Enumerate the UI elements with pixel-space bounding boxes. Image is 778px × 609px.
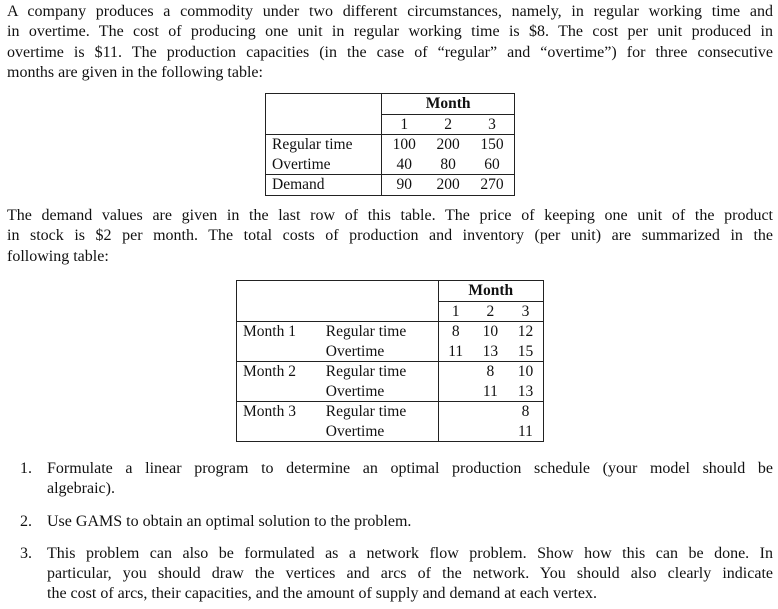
- cell: [438, 381, 473, 402]
- cell: 40: [381, 154, 427, 175]
- row-label: Regular time: [319, 401, 439, 422]
- cell: 60: [470, 154, 515, 175]
- cell: 13: [472, 341, 508, 362]
- row-label: Overtime: [265, 154, 383, 175]
- cell: [473, 422, 508, 442]
- cell: [438, 422, 473, 442]
- group-label: Month 3: [243, 403, 296, 420]
- question-number: 1.: [20, 460, 32, 477]
- cell: [438, 402, 473, 422]
- month-col: 2: [426, 114, 471, 135]
- group-label: Month 1: [243, 323, 296, 340]
- month-header: Month: [438, 280, 544, 302]
- cell: 80: [426, 154, 471, 175]
- cell: 8: [521, 403, 530, 420]
- cell: 10: [517, 363, 534, 380]
- cell: 90: [396, 176, 412, 193]
- question-list: 1. Formulate a linear program to determi…: [20, 459, 773, 605]
- cell: 11: [517, 422, 533, 440]
- table-row: Month 3 Regular time 8: [237, 401, 544, 422]
- text-line: overtime is $11. The production capaciti…: [7, 43, 773, 61]
- question-number: 2.: [20, 512, 32, 530]
- month-col: 1: [381, 114, 427, 135]
- table-row: Month 1 Regular time 8 10 12: [237, 321, 544, 342]
- row-label: Regular time: [265, 134, 383, 155]
- row-label: Demand: [265, 174, 383, 195]
- cell: 200: [436, 136, 460, 153]
- row-label: Overtime: [319, 421, 439, 442]
- month-header: Month: [381, 93, 515, 115]
- month-col: 2: [472, 301, 508, 322]
- question-3: 3. This problem can also be formulated a…: [20, 544, 773, 605]
- cell: 11: [472, 381, 508, 402]
- group-label: Month 2: [243, 363, 296, 380]
- table-row: Overtime 40 80 60: [265, 154, 515, 175]
- cell: 12: [517, 323, 534, 340]
- table-row: Overtime 11 13: [236, 381, 544, 402]
- table-row: Overtime 11: [237, 421, 544, 442]
- table-row: Regular time 100 200 150: [265, 134, 515, 155]
- cell: 11: [438, 341, 473, 362]
- question-number: 3.: [20, 544, 32, 562]
- question-2: 2. Use GAMS to obtain an optimal solutio…: [20, 512, 773, 532]
- cell: 100: [392, 136, 416, 153]
- cell: [473, 402, 508, 422]
- text-line: Use GAMS to obtain an optimal solution t…: [47, 512, 412, 530]
- text-line: following table:: [7, 247, 109, 265]
- text-line: the cost of arcs, their capacities, and …: [47, 585, 598, 603]
- cell: 13: [507, 381, 544, 402]
- capacity-table: Month 1 2 3 Regular time 100 200 150 Overt…: [265, 93, 515, 196]
- middle-paragraph: The demand values are given in the last …: [7, 206, 773, 267]
- month-col: 1: [438, 301, 473, 322]
- cell: 8: [451, 323, 460, 340]
- cost-table: Month 1 2 3 Month 1 Regular time 8 10 12 Ov…: [236, 280, 544, 442]
- text-line: This problem can also be formulated as a…: [47, 544, 773, 562]
- cell: 200: [436, 176, 460, 193]
- intro-paragraph: A company produces a commodity under two…: [7, 2, 773, 83]
- text-line: A company produces a commodity under two…: [7, 3, 773, 20]
- cell: [438, 362, 473, 382]
- row-label: Regular time: [319, 321, 439, 342]
- text-line: in overtime. The cost of producing one u…: [7, 23, 773, 41]
- cell: 8: [486, 363, 495, 380]
- table-row: Month 2 Regular time 8 10: [237, 361, 544, 382]
- text-line: Formulate a linear program to determine …: [47, 460, 773, 477]
- text-line: particular, you should draw the vertices…: [47, 565, 773, 583]
- question-1: 1. Formulate a linear program to determi…: [20, 459, 773, 500]
- month-col: 3: [507, 301, 544, 322]
- text-line: algebraic).: [47, 480, 115, 498]
- text-line: months are given in the following table:: [7, 63, 263, 81]
- row-label: Regular time: [319, 361, 439, 382]
- table-row: Demand 90 200 270: [265, 174, 515, 195]
- row-label: Overtime: [319, 341, 439, 362]
- cell: 10: [482, 323, 499, 340]
- cell: 270: [480, 176, 504, 193]
- text-line: in stock is $2 per month. The total cost…: [7, 227, 773, 245]
- cell: 150: [480, 136, 504, 153]
- text-line: The demand values are given in the last …: [7, 207, 773, 224]
- month-col: 3: [470, 114, 515, 135]
- cell: 15: [507, 341, 544, 362]
- table-row: Overtime 11 13 15: [236, 341, 544, 362]
- row-label: Overtime: [319, 381, 439, 402]
